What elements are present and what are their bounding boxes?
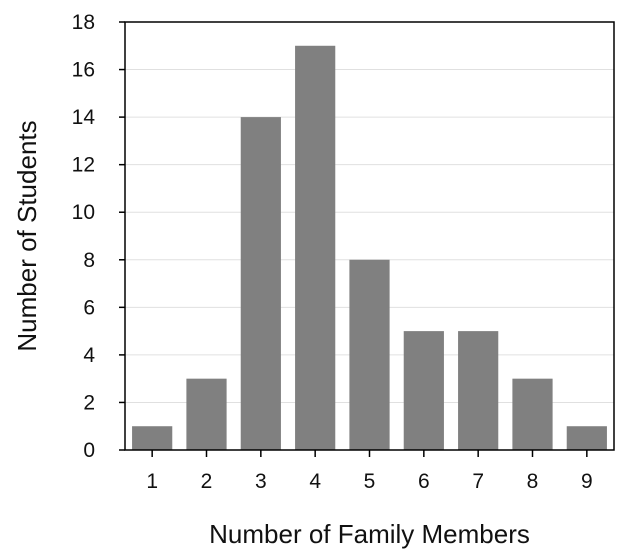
y-tick-label: 8 [83,249,95,272]
bar-9 [566,426,607,450]
bar-2 [186,378,227,450]
bar-8 [512,378,553,450]
bar-4 [295,45,336,451]
y-tick-label: 10 [72,201,95,224]
y-tick-label: 12 [72,154,95,177]
bar-1 [132,426,173,450]
x-tick-label: 8 [527,470,539,493]
x-axis-title: Number of Family Members [209,519,530,549]
bar-6 [403,331,444,450]
bar-5 [349,259,390,450]
y-tick-label: 18 [72,11,95,34]
x-tick-label: 6 [418,470,430,493]
y-tick-label: 2 [83,391,95,414]
y-axis-title: Number of Students [12,120,42,351]
y-tick-label: 4 [83,344,95,367]
x-tick-label: 3 [255,470,267,493]
bar-7 [458,331,499,450]
x-tick-label: 2 [201,470,213,493]
x-tick-label: 1 [146,470,158,493]
x-axis-ticks: 1 2 3 4 5 6 7 8 9 [146,450,593,493]
y-tick-label: 14 [72,106,96,129]
y-tick-label: 16 [72,59,95,82]
x-tick-label: 7 [472,470,484,493]
x-tick-label: 4 [309,470,321,493]
y-tick-label: 0 [83,439,95,462]
bars [132,45,607,451]
y-tick-label: 6 [83,296,95,319]
x-tick-label: 5 [364,470,376,493]
y-axis-ticks: 0 2 4 6 8 10 12 14 16 18 [72,11,125,462]
x-tick-label: 9 [581,470,593,493]
bar-3 [240,117,281,450]
